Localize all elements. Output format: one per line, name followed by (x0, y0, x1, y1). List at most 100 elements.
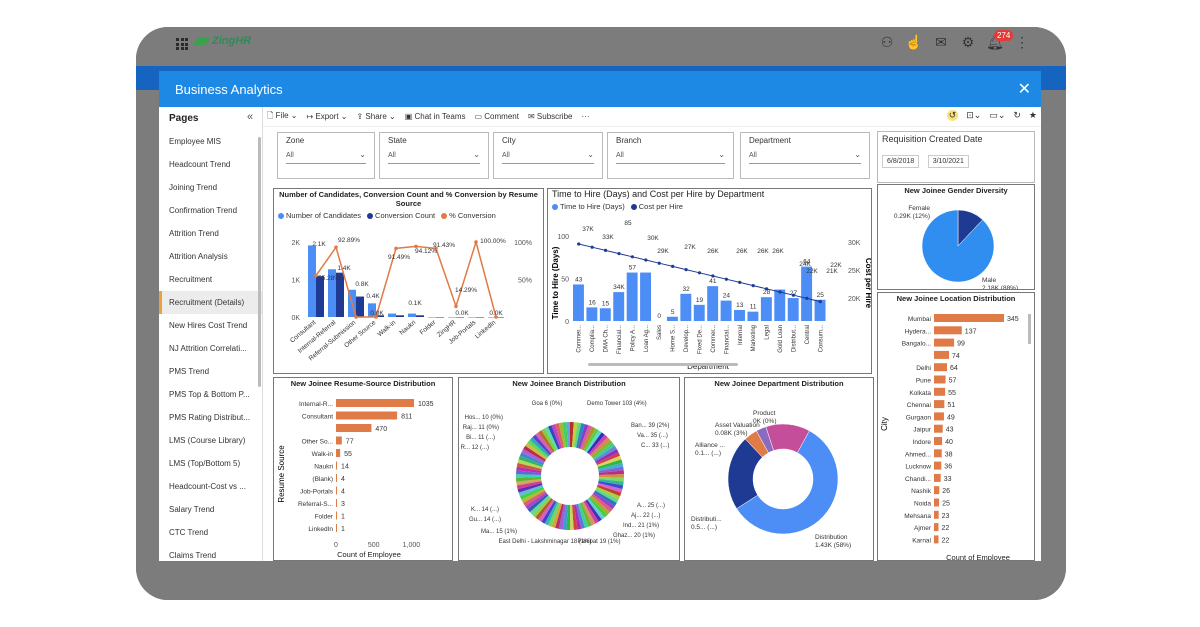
start-date-input[interactable]: 6/8/2018 (882, 155, 920, 168)
end-date-input[interactable]: 3/10/2021 (927, 155, 969, 168)
page-item[interactable]: PMS Rating Distribut... (169, 413, 250, 422)
page-item[interactable]: Joining Trend (169, 183, 218, 192)
donut-slice (519, 452, 544, 466)
y2-tick: 50% (518, 278, 532, 285)
donut-slice (544, 501, 559, 526)
filter-select[interactable]: All ⌄ (502, 150, 594, 164)
bar-label: 40 (945, 439, 953, 446)
cost-point (805, 296, 809, 300)
donut-slice (516, 479, 542, 486)
more-options-button[interactable]: ··· (581, 112, 590, 121)
page-item[interactable]: Recruitment (169, 275, 213, 284)
bar-label: 36 (944, 464, 952, 471)
x-tick: Walk-in (376, 319, 397, 338)
filter-select[interactable]: All ⌄ (616, 150, 725, 164)
donut-slice (521, 449, 545, 464)
x-tick: Sales (657, 325, 663, 340)
bar-label: 811 (401, 414, 412, 421)
chat-in-teams-button[interactable]: ▣ Chat in Teams (404, 112, 466, 121)
collapse-icon[interactable]: « (247, 111, 254, 123)
page-item[interactable]: CTC Trend (169, 528, 209, 537)
cost-label: 85 (624, 220, 632, 227)
scrollbar (1028, 314, 1031, 344)
file-menu[interactable]: 🗋 File ⌄ (267, 110, 298, 120)
y-tick: Other So... (302, 439, 334, 446)
donut-slice (525, 492, 548, 510)
bar-label: 34K (613, 284, 625, 291)
comment-button[interactable]: ▭ Comment (474, 112, 519, 121)
page-item[interactable]: Attrition Trend (169, 229, 219, 238)
filter-state[interactable]: State All ⌄ (379, 132, 489, 179)
view-icon[interactable]: ▭⌄ (989, 110, 1006, 120)
donut-label: Raj... 11 (0%) (463, 425, 499, 431)
page-item[interactable]: Employee MIS (169, 137, 222, 146)
donut-slice (525, 442, 548, 460)
y-tick: Internal-R... (299, 401, 333, 408)
app-grid-icon[interactable] (176, 38, 188, 50)
donut-label: Bi... 11 (...) (466, 435, 495, 441)
hand-icon[interactable]: ☝ (905, 34, 923, 50)
donut-slice (581, 426, 596, 451)
gear-icon[interactable]: ⚙ (961, 34, 975, 50)
location-distribution-chart: New Joinee Location Distribution City Mum… (877, 292, 1035, 561)
page-item[interactable]: Headcount Trend (169, 160, 231, 169)
pages-scrollbar[interactable] (258, 137, 261, 387)
page-item[interactable]: New Hires Cost Trend (169, 321, 248, 330)
page-item[interactable]: LMS (Course Library) (169, 436, 246, 445)
y-tick: Chandi... (905, 476, 931, 483)
donut-label: Hos... 10 (0%) (465, 415, 503, 421)
filter-city[interactable]: City All ⌄ (493, 132, 603, 179)
people-icon[interactable]: ⚇ (880, 34, 894, 50)
page-item[interactable]: Recruitment (Details) (159, 291, 262, 314)
page-item[interactable]: Claims Trend (169, 551, 217, 560)
candidate-bar (328, 269, 336, 317)
filter-branch[interactable]: Branch All ⌄ (607, 132, 734, 179)
donut-label: Goa 6 (0%) (532, 401, 563, 407)
page-item[interactable]: Headcount-Cost vs ... (169, 482, 246, 491)
donut-slice (558, 422, 566, 448)
filter-department[interactable]: Department All ⌄ (740, 132, 870, 179)
bar-label: 1 (341, 526, 345, 533)
page-item[interactable]: PMS Trend (169, 367, 210, 376)
donut-slice (518, 484, 544, 497)
page-item[interactable]: NJ Attrition Correlati... (169, 344, 247, 353)
logo-text: ZingHR (212, 35, 252, 47)
more-vertical-icon[interactable]: ⋮ (1015, 34, 1029, 50)
reset-icon[interactable]: ↺ (946, 110, 959, 121)
requisition-title: Requisition Created Date (882, 134, 983, 144)
conversion-bar (476, 317, 484, 318)
donut-slice (516, 470, 542, 475)
filter-select[interactable]: All ⌄ (286, 150, 366, 164)
mail-icon[interactable]: ✉ (935, 34, 947, 50)
donut-label: R... 12 (...) (461, 445, 489, 451)
filter-select[interactable]: All ⌄ (388, 150, 480, 164)
page-item[interactable]: Confirmation Trend (169, 206, 238, 215)
export-menu[interactable]: ↦ Export ⌄ (306, 112, 348, 121)
page-item[interactable]: PMS Top & Bottom P... (169, 390, 250, 399)
donut-slice (592, 442, 615, 460)
donut-slice (551, 424, 563, 449)
close-icon[interactable]: ✕ (1017, 81, 1031, 98)
donut-slice (598, 477, 624, 482)
filter-select[interactable]: All ⌄ (749, 150, 861, 164)
donut-slice (566, 504, 570, 530)
filter-zone[interactable]: Zone All ⌄ (277, 132, 375, 179)
page-item[interactable]: Attrition Analysis (169, 252, 228, 261)
refresh-icon[interactable]: ↻ (1013, 110, 1021, 120)
share-menu[interactable]: ⇪ Share ⌄ (356, 112, 396, 121)
donut-slice (541, 428, 557, 452)
y2-tick: 25K (848, 268, 861, 275)
page-item[interactable]: Salary Trend (169, 505, 215, 514)
requisition-date-filter[interactable]: Requisition Created Date 6/8/2018 3/10/2… (877, 131, 1035, 183)
zinghr-logo[interactable]: ZingHR (194, 35, 251, 47)
favorite-icon[interactable]: ★ (1028, 110, 1037, 120)
donut-label: East Delhi - Lakshminagar 18 (1%) (498, 539, 591, 545)
page-item[interactable]: LMS (Top/Bottom 5) (169, 459, 241, 468)
bookmark-icon[interactable]: ⊡⌄ (966, 110, 982, 120)
bar-label: 16 (589, 299, 597, 306)
subscribe-button[interactable]: ✉ Subscribe (527, 112, 573, 121)
donut-slice (516, 466, 542, 473)
cost-label: 26K (757, 248, 769, 255)
bar-label: 28 (763, 289, 771, 296)
time-to-hire-bar (613, 292, 625, 321)
